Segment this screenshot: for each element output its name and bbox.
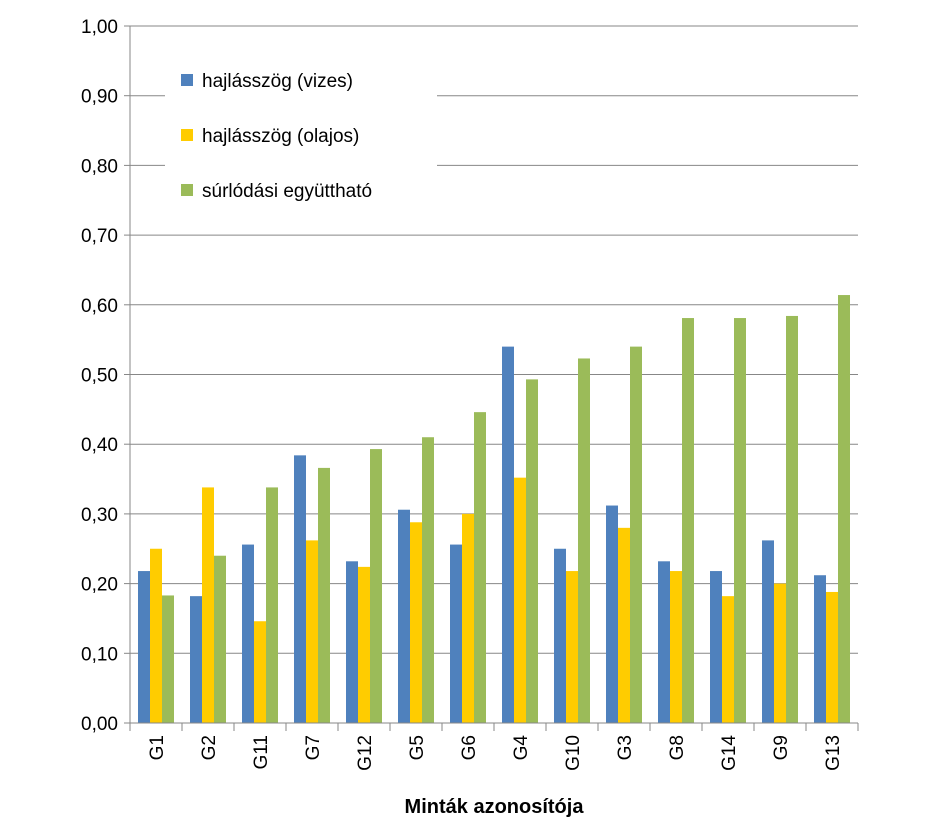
y-tick-label: 0,20 (81, 575, 118, 596)
x-tick-label: G11 (251, 735, 272, 770)
y-axis-ticks: 0,00 0,10 0,20 0,30 0,40 0,50 0,60 0,70 0,80 0,90… (81, 17, 118, 735)
bar (786, 315, 798, 723)
legend-background (165, 56, 437, 216)
legend-swatch (181, 129, 193, 141)
bar (422, 437, 434, 723)
bar (762, 540, 774, 723)
x-tick-label: G12 (355, 735, 376, 771)
bar (670, 571, 682, 723)
x-tick-label: G9 (771, 735, 792, 760)
x-tick-label: G8 (667, 735, 688, 760)
bar (190, 596, 202, 723)
bar (450, 544, 462, 723)
legend-swatch (181, 74, 193, 86)
y-tick-label: 0,50 (81, 366, 118, 387)
bar (306, 540, 318, 723)
bar (266, 487, 278, 723)
bar (138, 571, 150, 723)
y-tick-label: 0,70 (81, 226, 118, 247)
bar (526, 379, 538, 723)
bar (514, 477, 526, 723)
bar (474, 412, 486, 723)
bar (838, 295, 850, 723)
y-tick-label: 0,40 (81, 435, 118, 456)
y-tick-label: 0,00 (81, 714, 118, 735)
x-tick-label: G4 (511, 735, 532, 761)
bar (254, 621, 266, 723)
x-tick-label: G6 (459, 735, 480, 760)
bar (618, 527, 630, 723)
bar (722, 596, 734, 723)
y-tick-label: 0,90 (81, 87, 118, 108)
bar (734, 318, 746, 723)
legend-label: hajlásszög (vizes) (202, 71, 353, 92)
y-tick-label: 1,00 (81, 17, 118, 38)
legend: hajlásszög (vizes) hajlásszög (olajos) súr… (165, 56, 437, 216)
bar (202, 487, 214, 723)
bar (682, 318, 694, 723)
bar (630, 346, 642, 723)
x-tick-label: G7 (303, 735, 324, 760)
bar (606, 505, 618, 723)
bar (826, 591, 838, 723)
bar (462, 513, 474, 723)
bar (658, 561, 670, 723)
x-tick-label: G1 (147, 735, 168, 760)
bar (554, 548, 566, 723)
bar (410, 522, 422, 723)
bar (566, 571, 578, 723)
bar (242, 544, 254, 723)
legend-swatch (181, 184, 193, 196)
bar (318, 467, 330, 723)
bar (710, 571, 722, 723)
bar (398, 509, 410, 723)
x-axis-label: Minták azonosítója (405, 796, 585, 818)
bar (502, 346, 514, 723)
y-tick-label: 0,30 (81, 505, 118, 526)
bar (346, 561, 358, 723)
bar (150, 548, 162, 723)
bar (162, 595, 174, 723)
x-axis-ticks: G1 G2 G11 G7 G12 G5 G6 G4 G10 G3 G8 G14 G9 G13 (147, 735, 844, 771)
y-tick-label: 0,80 (81, 156, 118, 177)
bar (214, 555, 226, 723)
bar (294, 455, 306, 723)
x-tick-label: G14 (719, 735, 740, 771)
x-tick-label: G10 (563, 735, 584, 771)
x-tick-label: G3 (615, 735, 636, 760)
legend-label: hajlásszög (olajos) (202, 126, 359, 147)
legend-label: súrlódási együttható (202, 181, 372, 202)
bar (578, 358, 590, 723)
x-tick-label: G2 (199, 735, 220, 760)
y-tick-label: 0,60 (81, 296, 118, 317)
bar (774, 583, 786, 723)
bar (370, 449, 382, 723)
x-tick-label: G13 (823, 735, 844, 771)
bar (814, 575, 826, 723)
bar (358, 566, 370, 723)
axes (124, 25, 859, 731)
bars (138, 295, 850, 723)
x-tick-label: G5 (407, 735, 428, 760)
y-tick-label: 0,10 (81, 644, 118, 665)
